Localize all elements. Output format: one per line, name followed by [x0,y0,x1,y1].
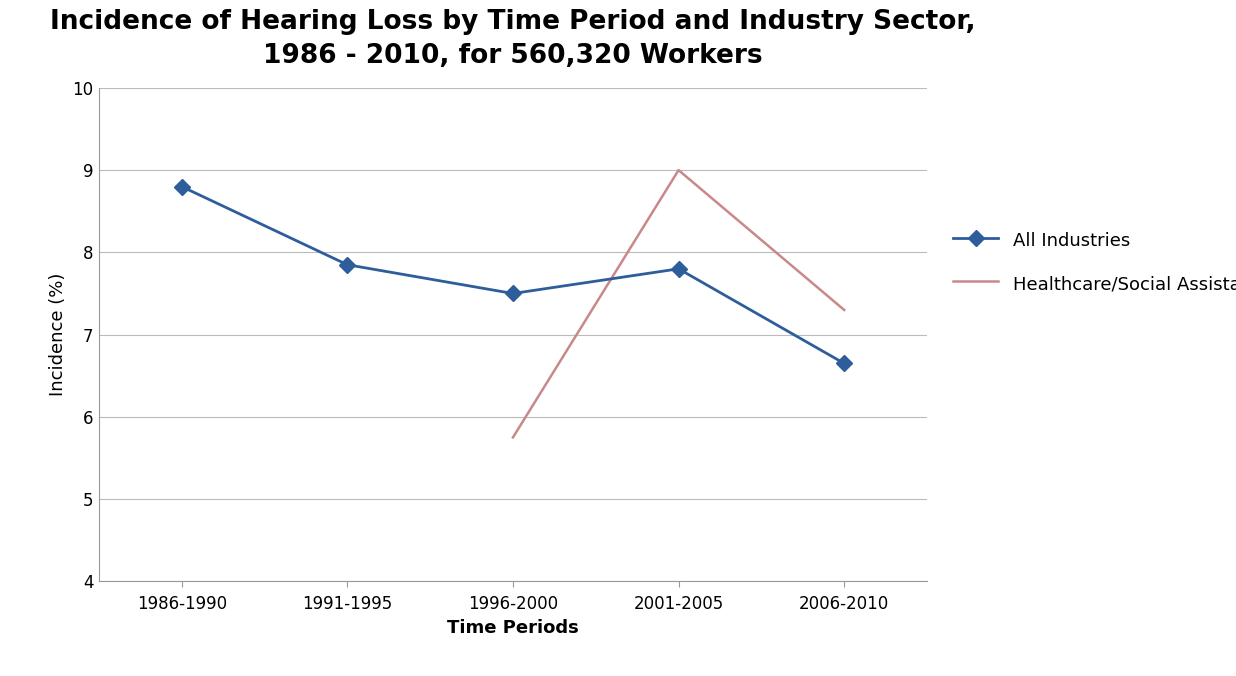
Title: Incidence of Hearing Loss by Time Period and Industry Sector,
1986 - 2010, for 5: Incidence of Hearing Loss by Time Period… [51,9,975,69]
Legend: All Industries, Healthcare/Social Assistance: All Industries, Healthcare/Social Assist… [944,220,1236,304]
All Industries [340,261,355,269]
Healthcare/Social Assistance [671,166,686,174]
All Industries [174,183,189,191]
Healthcare/Social Assistance [506,433,520,441]
Line: Healthcare/Social Assistance: Healthcare/Social Assistance [513,170,844,437]
Line: All Industries: All Industries [177,181,849,369]
Y-axis label: Incidence (%): Incidence (%) [48,273,67,396]
All Industries [506,289,520,297]
All Industries [837,360,852,368]
All Industries [671,265,686,273]
Healthcare/Social Assistance [837,306,852,314]
X-axis label: Time Periods: Time Periods [447,619,578,637]
